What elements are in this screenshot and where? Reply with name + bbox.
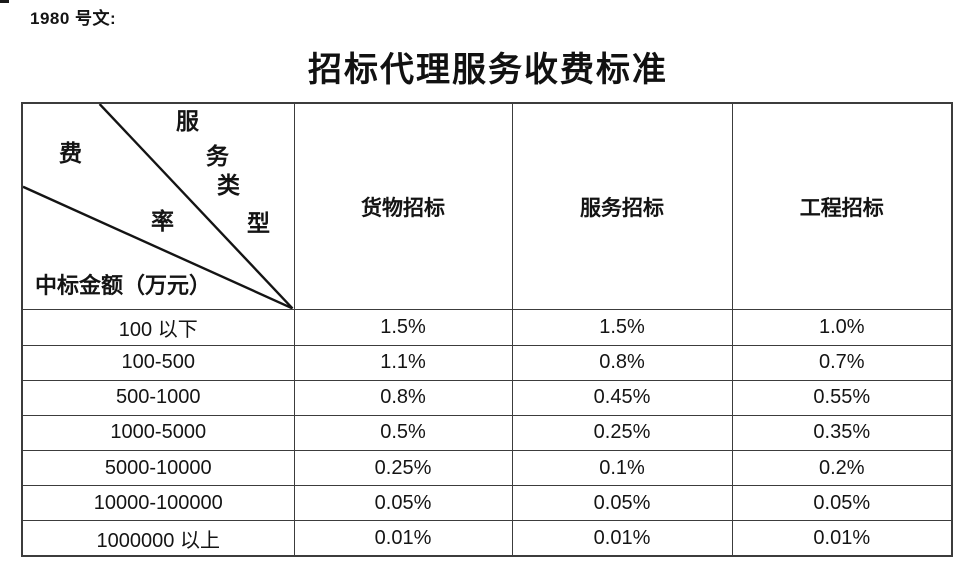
rate-cell: 0.05% <box>731 485 953 522</box>
rate-cell: 0.5% <box>293 414 513 451</box>
amount-range-cell: 1000000 以上 <box>21 520 295 557</box>
amount-axis-label: 中标金额（万元） <box>35 273 212 298</box>
diagonal-lines <box>23 104 293 309</box>
table-row: 10000-100000 0.05% 0.05% 0.05% <box>21 485 953 522</box>
column-header-engineering: 工程招标 <box>731 102 953 311</box>
rate-cell: 0.2% <box>731 449 953 487</box>
document-reference: 1980 号文: <box>30 9 117 28</box>
diagonal-corner-cell: 服 务 类 型 费 率 中标金额（万元） <box>21 102 295 311</box>
rate-cell: 0.8% <box>511 344 733 381</box>
rate-cell: 0.25% <box>511 414 733 451</box>
table-row: 100-500 1.1% 0.8% 0.7% <box>21 344 953 381</box>
rate-cell: 1.1% <box>293 344 513 381</box>
rate-cell: 1.5% <box>511 309 733 346</box>
amount-range-cell: 10000-100000 <box>21 485 295 522</box>
rate-cell: 0.45% <box>511 379 733 416</box>
table-row: 1000000 以上 0.01% 0.01% 0.01% <box>21 520 953 557</box>
corner-char-type: 型 <box>247 211 270 236</box>
page-title: 招标代理服务收费标准 <box>308 52 668 89</box>
table-row: 500-1000 0.8% 0.45% 0.55% <box>21 379 953 416</box>
table-row: 5000-10000 0.25% 0.1% 0.2% <box>21 449 953 487</box>
table-row: 1000-5000 0.5% 0.25% 0.35% <box>21 414 953 451</box>
page-edge-artifact <box>0 0 9 3</box>
rate-cell: 1.5% <box>293 309 513 346</box>
rate-cell: 0.01% <box>293 520 513 557</box>
rate-cell: 0.8% <box>293 379 513 416</box>
rate-cell: 0.1% <box>511 449 733 487</box>
rate-cell: 0.05% <box>511 485 733 522</box>
rate-cell: 0.35% <box>731 414 953 451</box>
amount-range-cell: 100 以下 <box>21 309 295 346</box>
amount-range-cell: 100-500 <box>21 344 295 381</box>
rate-cell: 0.25% <box>293 449 513 487</box>
table-header-row: 服 务 类 型 费 率 中标金额（万元） 货物招标 服务招标 工程招标 <box>21 102 953 311</box>
table-row: 100 以下 1.5% 1.5% 1.0% <box>21 309 953 346</box>
fee-standard-table: 服 务 类 型 费 率 中标金额（万元） 货物招标 服务招标 工程招标 100 … <box>21 102 953 557</box>
rate-cell: 0.01% <box>511 520 733 557</box>
amount-range-cell: 1000-5000 <box>21 414 295 451</box>
corner-char-fee: 率 <box>151 209 174 234</box>
corner-char-type: 务 <box>206 144 229 169</box>
corner-char-type: 类 <box>217 173 240 198</box>
rate-cell: 0.55% <box>731 379 953 416</box>
rate-cell: 0.7% <box>731 344 953 381</box>
rate-cell: 1.0% <box>731 309 953 346</box>
amount-range-cell: 5000-10000 <box>21 449 295 487</box>
column-header-goods: 货物招标 <box>293 102 513 311</box>
rate-cell: 0.01% <box>731 520 953 557</box>
corner-char-type: 服 <box>176 109 199 134</box>
amount-range-cell: 500-1000 <box>21 379 295 416</box>
corner-char-fee: 费 <box>59 141 82 166</box>
column-header-service: 服务招标 <box>511 102 733 311</box>
rate-cell: 0.05% <box>293 485 513 522</box>
